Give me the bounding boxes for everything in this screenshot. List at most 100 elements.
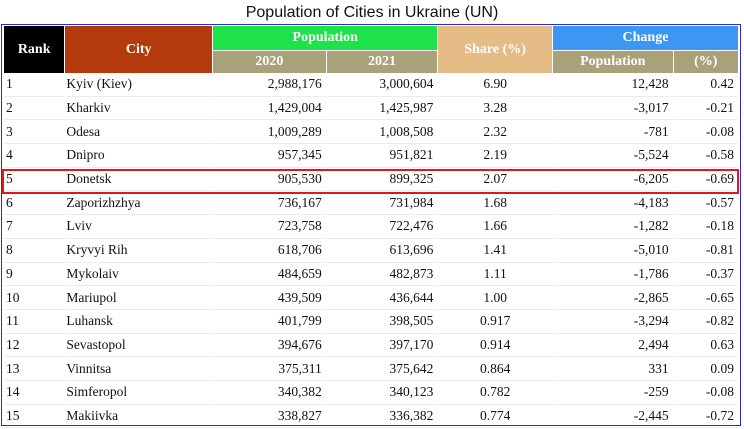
- cell-rank: 8: [4, 239, 65, 263]
- table-row: 12 Sevastopol 394,676 397,170 0.914 2,494 0.63: [4, 334, 738, 358]
- table-row: 15 Makiivka 338,827 336,382 0.774 -2,445 -0.72: [4, 405, 738, 429]
- cell-city: Makiivka: [65, 405, 213, 429]
- cell-share: 3.28: [438, 97, 552, 121]
- cell-share: 1.68: [438, 191, 552, 216]
- header-2021[interactable]: 2021: [326, 50, 438, 73]
- cell-population-2020: 439,509: [213, 286, 326, 310]
- cell-share: 2.32: [438, 120, 552, 145]
- cell-change-population: -1,786: [552, 263, 673, 287]
- table-row: 8 Kryvyi Rih 618,706 613,696 1.41 -5,010 -0.81: [4, 239, 738, 263]
- table-body: 1 Kyiv (Kiev) 2,988,176 3,000,604 6.90 12,428…: [4, 73, 738, 429]
- cell-rank: 12: [4, 334, 65, 358]
- cell-population-2020: 957,345: [213, 144, 326, 168]
- table-row: 9 Mykolaiv 484,659 482,873 1.11 -1,786 -0.37: [4, 263, 738, 287]
- header-change-population[interactable]: Population: [552, 50, 673, 73]
- cell-population-2020: 736,167: [213, 191, 326, 216]
- cell-change-percent: -0.58: [673, 144, 738, 168]
- cell-city: Zaporizhzhya: [65, 191, 213, 216]
- cell-population-2020: 375,311: [213, 357, 326, 381]
- header-rank[interactable]: Rank: [4, 26, 65, 73]
- cell-population-2021: 613,696: [326, 239, 438, 263]
- cell-city: Dnipro: [65, 144, 213, 168]
- cell-share: 0.864: [438, 357, 552, 381]
- cell-change-percent: 0.42: [673, 73, 738, 97]
- cell-city: Kyiv (Kiev): [65, 73, 213, 97]
- table-row: 1 Kyiv (Kiev) 2,988,176 3,000,604 6.90 12,428…: [4, 73, 738, 97]
- header-2020[interactable]: 2020: [213, 50, 326, 73]
- cell-population-2021: 899,325: [326, 168, 438, 192]
- cell-rank: 15: [4, 405, 65, 429]
- cell-share: 0.917: [438, 310, 552, 334]
- cell-change-population: -5,010: [552, 239, 673, 263]
- cell-change-population: -3,017: [552, 97, 673, 121]
- cell-change-population: -781: [552, 120, 673, 145]
- cell-population-2020: 1,009,289: [213, 120, 326, 145]
- cell-population-2020: 2,988,176: [213, 73, 326, 97]
- cell-city: Sevastopol: [65, 334, 213, 358]
- cell-rank: 10: [4, 286, 65, 310]
- cell-share: 1.11: [438, 263, 552, 287]
- cell-population-2021: 731,984: [326, 191, 438, 216]
- cell-change-percent: -0.08: [673, 120, 738, 145]
- cell-share: 0.774: [438, 405, 552, 429]
- cell-population-2021: 340,123: [326, 381, 438, 405]
- cell-city: Vinnitsa: [65, 357, 213, 381]
- header-population[interactable]: Population: [213, 26, 438, 50]
- cell-population-2021: 436,644: [326, 286, 438, 310]
- cell-population-2021: 1,425,987: [326, 97, 438, 121]
- cell-change-percent: -0.18: [673, 215, 738, 239]
- cell-city: Luhansk: [65, 310, 213, 334]
- cell-city: Kryvyi Rih: [65, 239, 213, 263]
- table-row: 2 Kharkiv 1,429,004 1,425,987 3.28 -3,017 -0.2…: [4, 97, 738, 121]
- cell-change-population: 12,428: [552, 73, 673, 97]
- cell-share: 6.90: [438, 73, 552, 97]
- cell-change-percent: -0.69: [673, 168, 738, 192]
- cell-rank: 6: [4, 191, 65, 216]
- cell-population-2021: 951,821: [326, 144, 438, 168]
- cell-change-percent: -0.72: [673, 405, 738, 429]
- cell-city: Mykolaiv: [65, 263, 213, 287]
- cell-city: Kharkiv: [65, 97, 213, 121]
- header-share[interactable]: Share (%): [438, 26, 552, 73]
- cell-change-percent: -0.57: [673, 191, 738, 216]
- cell-change-percent: -0.37: [673, 263, 738, 287]
- cell-share: 2.19: [438, 144, 552, 168]
- table-row: 14 Simferopol 340,382 340,123 0.782 -259 -0.08: [4, 381, 738, 405]
- cell-population-2021: 482,873: [326, 263, 438, 287]
- table-frame: [1, 24, 741, 426]
- cell-share: 1.00: [438, 286, 552, 310]
- cell-change-population: -259: [552, 381, 673, 405]
- table-row: 4 Dnipro 957,345 951,821 2.19 -5,524 -0.58: [4, 144, 738, 168]
- cell-share: 2.07: [438, 168, 552, 192]
- cell-change-percent: -0.81: [673, 239, 738, 263]
- cell-rank: 11: [4, 310, 65, 334]
- cell-rank: 13: [4, 357, 65, 381]
- header-change-percent[interactable]: (%): [673, 50, 738, 73]
- cell-population-2020: 338,827: [213, 405, 326, 429]
- table-row: 11 Luhansk 401,799 398,505 0.917 -3,294 -0.82: [4, 310, 738, 334]
- cell-city: Simferopol: [65, 381, 213, 405]
- cell-change-population: -2,445: [552, 405, 673, 429]
- cell-rank: 9: [4, 263, 65, 287]
- header-city[interactable]: City: [65, 26, 213, 73]
- cell-population-2021: 336,382: [326, 405, 438, 429]
- population-table: Rank City Population Share (%) Change 20…: [3, 26, 739, 429]
- cell-share: 0.914: [438, 334, 552, 358]
- cell-change-percent: -0.65: [673, 286, 738, 310]
- cell-city: Lviv: [65, 215, 213, 239]
- cell-change-percent: -0.82: [673, 310, 738, 334]
- table-row: 10 Mariupol 439,509 436,644 1.00 -2,865 -0.65: [4, 286, 738, 310]
- cell-change-population: -3,294: [552, 310, 673, 334]
- cell-population-2021: 397,170: [326, 334, 438, 358]
- page-title: Population of Cities in Ukraine (UN): [245, 4, 499, 21]
- cell-population-2020: 394,676: [213, 334, 326, 358]
- cell-population-2021: 722,476: [326, 215, 438, 239]
- cell-change-population: -2,865: [552, 286, 673, 310]
- table-row: 3 Odesa 1,009,289 1,008,508 2.32 -781 -0.08: [4, 120, 738, 145]
- cell-city: Odesa: [65, 120, 213, 145]
- cell-share: 1.66: [438, 215, 552, 239]
- header-change[interactable]: Change: [552, 26, 738, 50]
- cell-share: 0.782: [438, 381, 552, 405]
- cell-rank: 1: [4, 73, 65, 97]
- cell-rank: 7: [4, 215, 65, 239]
